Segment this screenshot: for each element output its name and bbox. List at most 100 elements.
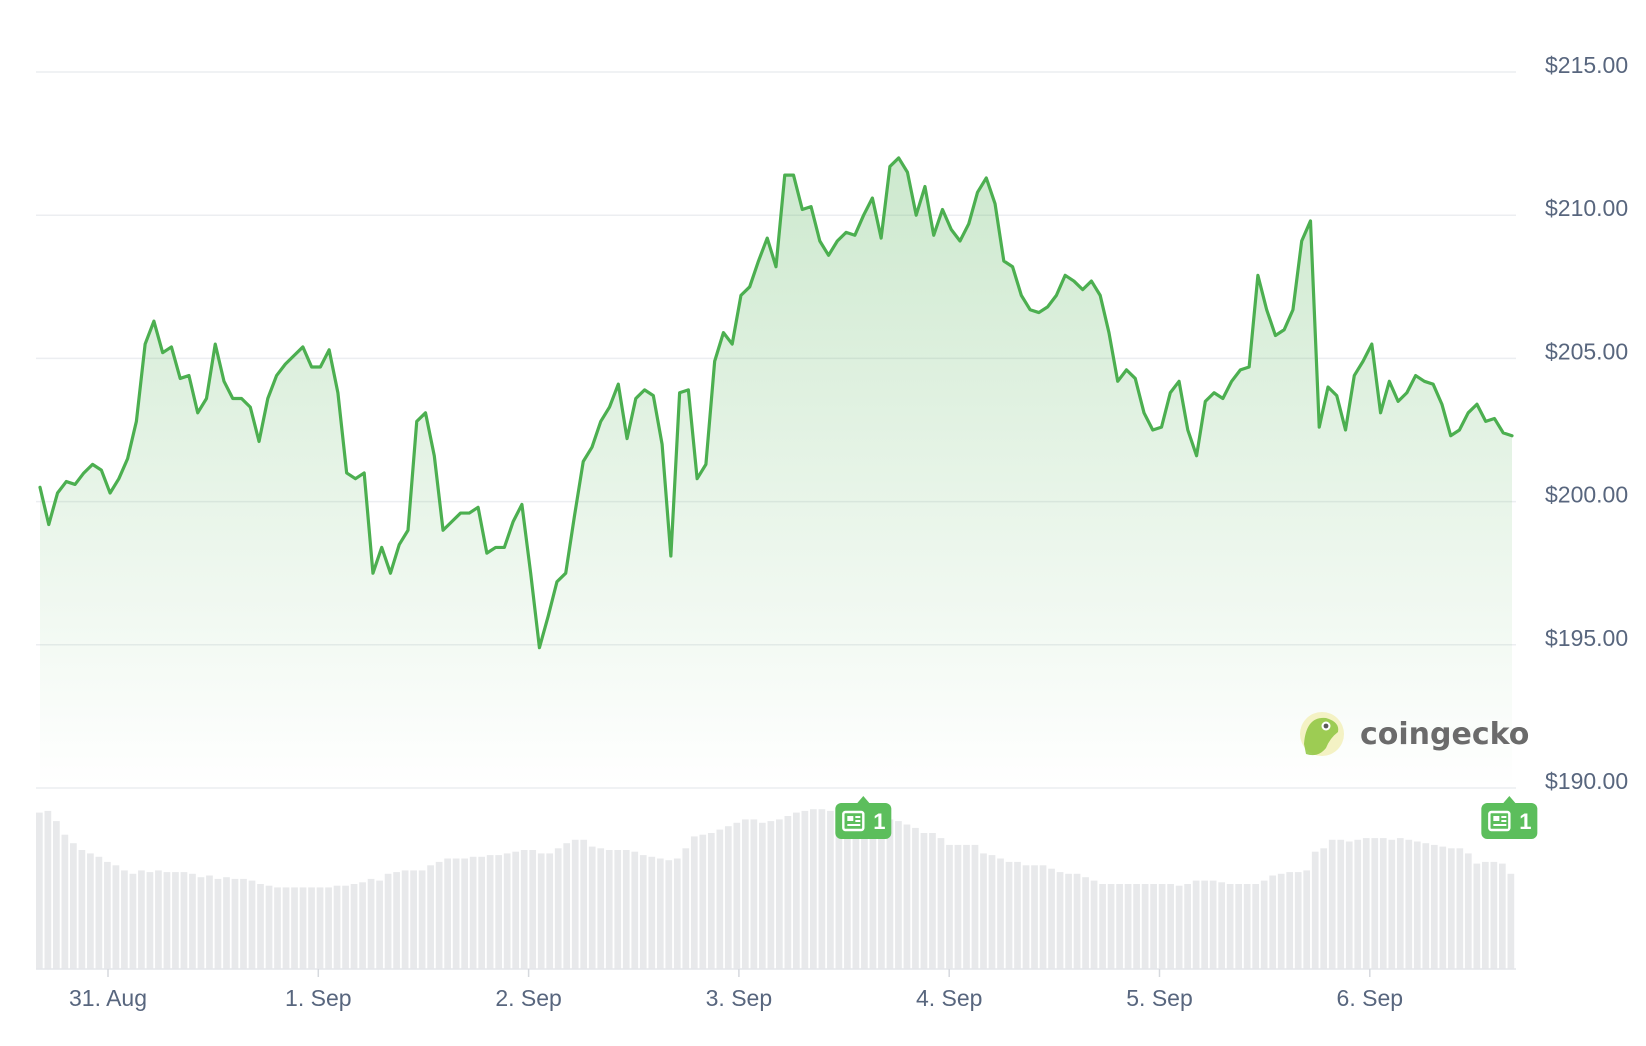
volume-bar [146,872,154,969]
volume-bar [648,856,656,969]
volume-bar [903,824,911,969]
news-marker-pointer [1503,796,1516,803]
volume-bar [869,816,877,969]
volume-bar [486,855,494,969]
volume-bar [1473,863,1481,969]
volume-bar [707,833,715,969]
volume-bar [333,885,341,969]
volume-bar [963,844,970,969]
volume-bar [435,861,443,969]
volume-bar [937,838,945,969]
volume-bar [690,836,698,969]
newspaper-icon-frame [842,810,865,832]
volume-bar [988,855,996,969]
volume-bar [444,858,451,969]
news-marker-pointer [857,796,870,803]
volume-bar [1396,838,1404,969]
volume-bar [1456,848,1464,969]
volume-bar [801,810,809,969]
volume-bar [61,834,69,969]
volume-bar [1328,839,1336,969]
volume-bar [1405,839,1413,969]
volume-bar [1252,884,1260,969]
volume-bar [36,812,43,969]
coingecko-watermark: coingecko [1300,712,1529,756]
volume-bar [274,887,281,969]
volume-bar [605,850,613,969]
volume-bar [852,816,860,969]
newspaper-icon [1488,810,1511,832]
volume-bar [410,870,417,969]
volume-bar [461,858,468,969]
volume-bar [1269,875,1277,969]
volume-bar [1294,872,1302,969]
volume-bar [1150,884,1157,969]
volume-bar [1430,844,1438,969]
news-marker[interactable]: 1 [835,796,892,839]
watermark-text: coingecko [1360,717,1529,752]
volume-bar [665,860,673,969]
volume-bar [418,870,426,969]
volume-bar [639,855,647,969]
y-tick-label: $190.00 [1545,768,1628,794]
volume-bar [1481,861,1489,969]
volume-bar [1260,880,1268,969]
volume-bar [503,853,511,969]
news-marker-count[interactable]: 1 [873,809,885,834]
volume-bar [291,887,298,969]
volume-bar [724,826,732,969]
volume-bar [197,877,205,969]
volume-bar [673,858,681,969]
volume-bar [384,873,392,969]
volume-bar [1371,838,1379,969]
volume-bar [512,851,520,969]
volume-bar [1218,882,1226,969]
volume-bar [1413,841,1421,969]
volume-bar [1192,880,1200,969]
volume-bar [129,873,137,969]
volume-bar [622,850,630,969]
volume-bar [878,814,885,969]
news-marker-count[interactable]: 1 [1519,809,1531,834]
news-marker[interactable]: 1 [1481,796,1538,839]
volume-bar [1022,865,1030,969]
volume-bar [223,877,230,969]
volume-bar [920,833,928,969]
x-tick-label: 3. Sep [706,985,773,1011]
y-tick-label: $210.00 [1545,195,1628,221]
volume-bar [895,821,902,969]
volume-bar [1056,872,1064,969]
volume-bar [1422,843,1430,969]
volume-bar [520,850,528,969]
volume-bar [342,885,349,969]
volume-bar [393,872,400,969]
volume-bar [776,819,783,969]
volume-bar [954,844,962,969]
volume-bar [614,850,622,969]
volume-bar [44,810,52,969]
volume-bar [495,855,503,969]
y-tick-label: $205.00 [1545,338,1628,364]
volume-bar [1354,839,1362,969]
newspaper-icon-photo [1493,816,1500,821]
volume-bar [827,810,834,969]
volume-bar [946,844,953,969]
volume-bar [240,878,247,969]
volume-bar [1320,848,1328,969]
x-tick-label: 31. Aug [69,985,147,1011]
volume-bar [554,848,562,969]
coingecko-logo-icon [1300,712,1344,756]
volume-bar [206,875,213,969]
volume-bar [546,853,554,969]
volume-bar [537,853,545,969]
newspaper-icon [842,810,865,832]
volume-bar [1201,880,1208,969]
volume-bar [716,829,724,969]
volume-bar [70,843,77,969]
volume-bar [214,878,222,969]
volume-bar [588,846,596,969]
volume-bar [1099,884,1106,969]
volume-bar [163,872,171,969]
